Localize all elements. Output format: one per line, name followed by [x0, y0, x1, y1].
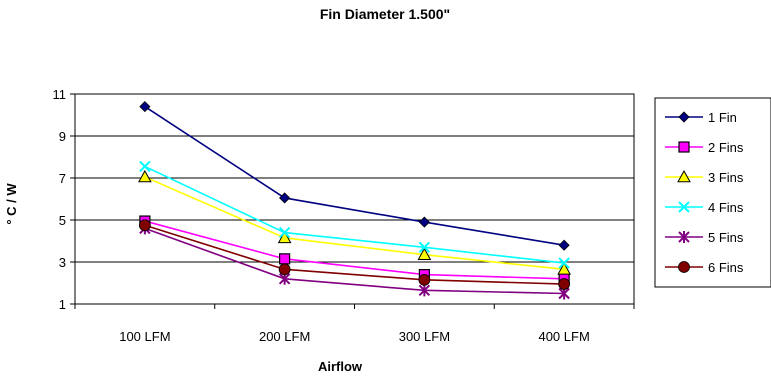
x-axis: 100 LFM 200 LFM 300 LFM 400 LFM	[74, 304, 635, 344]
legend-marker	[678, 261, 690, 273]
legend-items: 1 Fin 2 Fins 3 Fins 4 Fins 5 Fins 6 Fins	[665, 110, 744, 275]
x-tick-label: 200 LFM	[259, 329, 310, 344]
y-tick-label: 3	[59, 255, 66, 270]
data-point	[138, 169, 152, 183]
y-tick-label: 5	[59, 213, 66, 228]
x-tick-label: 100 LFM	[119, 329, 170, 344]
x-tick-label: 400 LFM	[538, 329, 589, 344]
data-point	[279, 253, 291, 265]
legend-marker	[678, 231, 690, 243]
series-6	[138, 219, 571, 290]
y-tick-label: 1	[59, 297, 66, 312]
y-axis: 1 3 5 7 9 11	[53, 87, 75, 312]
series-line	[144, 224, 565, 285]
data-point	[139, 101, 151, 113]
series-line	[144, 227, 565, 295]
series-group	[138, 101, 571, 300]
data-point	[279, 192, 291, 204]
y-tick-label: 11	[53, 87, 67, 102]
data-point	[418, 216, 430, 228]
legend-item: 2 Fins	[665, 140, 744, 155]
legend-item: 1 Fin	[665, 110, 737, 125]
legend-marker	[678, 201, 690, 213]
legend-label: 4 Fins	[708, 200, 744, 215]
x-tick-label: 300 LFM	[399, 329, 450, 344]
data-point	[557, 262, 571, 275]
data-point	[558, 239, 570, 251]
legend-marker	[677, 169, 691, 183]
series-line	[144, 176, 565, 271]
legend-label: 3 Fins	[708, 170, 744, 185]
legend-marker	[678, 111, 690, 123]
x-axis-title: Airflow	[318, 359, 363, 374]
y-axis-title: ° C / W	[4, 183, 19, 225]
y-tick-label: 7	[59, 171, 66, 186]
legend-item: 4 Fins	[665, 200, 744, 215]
legend	[654, 97, 771, 288]
data-point	[558, 278, 571, 290]
series-line	[144, 220, 565, 280]
series-4	[139, 160, 570, 269]
data-point	[278, 226, 291, 239]
data-point	[418, 284, 431, 297]
series-5	[139, 222, 570, 300]
legend-item: 5 Fins	[665, 230, 744, 245]
data-point	[558, 257, 570, 269]
series-3	[138, 169, 571, 275]
plot-area	[74, 93, 635, 305]
y-tick-label: 9	[59, 129, 66, 144]
legend-marker	[678, 141, 690, 153]
data-point	[277, 230, 292, 244]
legend-label: 6 Fins	[708, 260, 744, 275]
series-line	[144, 105, 565, 246]
legend-item: 3 Fins	[665, 169, 744, 185]
legend-label: 2 Fins	[708, 140, 744, 155]
series-line	[144, 165, 565, 264]
legend-label: 5 Fins	[708, 230, 744, 245]
chart-title: Fin Diameter 1.500"	[320, 6, 450, 22]
data-point	[417, 247, 432, 260]
data-point	[418, 241, 431, 254]
data-point	[418, 273, 431, 286]
series-1	[139, 101, 570, 251]
legend-item: 6 Fins	[665, 260, 744, 275]
data-point	[138, 219, 151, 232]
data-point	[278, 263, 291, 276]
legend-label: 1 Fin	[708, 110, 737, 125]
data-point	[139, 160, 151, 173]
